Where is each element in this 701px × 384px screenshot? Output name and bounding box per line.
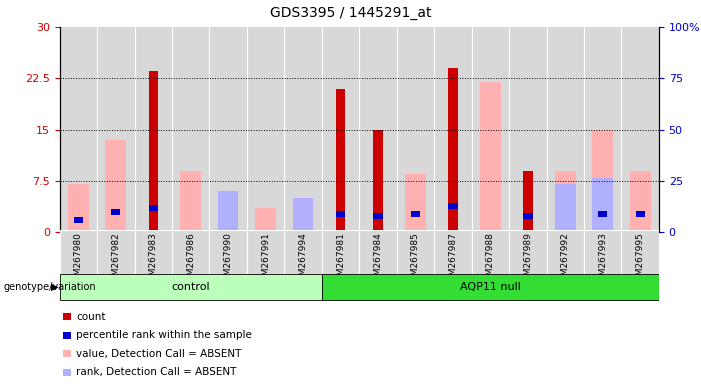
- Bar: [111, 209, 121, 215]
- Bar: [210, 230, 247, 275]
- Text: GSM267989: GSM267989: [524, 233, 532, 288]
- Text: value, Detection Call = ABSENT: value, Detection Call = ABSENT: [76, 349, 242, 359]
- Bar: [336, 211, 345, 217]
- Bar: [374, 130, 383, 232]
- Bar: [434, 27, 472, 232]
- Bar: [336, 89, 345, 232]
- Text: genotype/variation: genotype/variation: [4, 282, 96, 292]
- Text: GSM267983: GSM267983: [149, 233, 158, 288]
- Bar: [172, 27, 210, 232]
- Text: GSM267995: GSM267995: [636, 233, 645, 288]
- Bar: [509, 230, 547, 275]
- Bar: [598, 211, 608, 217]
- Bar: [97, 230, 135, 275]
- Bar: [555, 170, 576, 232]
- Bar: [247, 230, 285, 275]
- Bar: [448, 68, 458, 232]
- Text: GSM267987: GSM267987: [449, 233, 458, 288]
- Bar: [434, 230, 472, 275]
- Bar: [322, 230, 359, 275]
- Text: GSM267981: GSM267981: [336, 233, 345, 288]
- Bar: [472, 230, 509, 275]
- Bar: [60, 230, 97, 275]
- Text: GSM267980: GSM267980: [74, 233, 83, 288]
- Text: GSM267992: GSM267992: [561, 233, 570, 287]
- Bar: [547, 27, 584, 232]
- Bar: [547, 230, 584, 275]
- Bar: [472, 27, 509, 232]
- Bar: [374, 213, 383, 219]
- Text: GSM267984: GSM267984: [374, 233, 383, 287]
- Bar: [60, 27, 97, 232]
- Bar: [584, 27, 622, 232]
- Bar: [149, 205, 158, 211]
- Bar: [105, 140, 126, 232]
- Text: GSM267990: GSM267990: [224, 233, 233, 288]
- Text: GSM267994: GSM267994: [299, 233, 308, 287]
- Bar: [68, 184, 88, 232]
- Bar: [60, 274, 322, 300]
- Bar: [523, 170, 533, 232]
- Text: GSM267982: GSM267982: [111, 233, 121, 287]
- Bar: [592, 130, 613, 232]
- Text: GSM267991: GSM267991: [261, 233, 270, 288]
- Bar: [247, 27, 285, 232]
- Bar: [135, 27, 172, 232]
- Bar: [411, 211, 420, 217]
- Text: GDS3395 / 1445291_at: GDS3395 / 1445291_at: [270, 6, 431, 20]
- Bar: [630, 170, 651, 232]
- Bar: [584, 230, 622, 275]
- Bar: [285, 27, 322, 232]
- Bar: [293, 198, 313, 232]
- Bar: [448, 202, 458, 209]
- Bar: [622, 27, 659, 232]
- Text: ▶: ▶: [51, 282, 58, 292]
- Bar: [555, 184, 576, 232]
- Text: percentile rank within the sample: percentile rank within the sample: [76, 330, 252, 340]
- Bar: [359, 230, 397, 275]
- Bar: [359, 27, 397, 232]
- Bar: [592, 177, 613, 232]
- Text: rank, Detection Call = ABSENT: rank, Detection Call = ABSENT: [76, 367, 237, 377]
- Text: count: count: [76, 312, 106, 322]
- Bar: [135, 230, 172, 275]
- Bar: [293, 222, 313, 232]
- Bar: [322, 274, 659, 300]
- Bar: [397, 27, 434, 232]
- Bar: [74, 217, 83, 223]
- Text: GSM267993: GSM267993: [598, 233, 607, 288]
- Bar: [523, 213, 533, 219]
- Bar: [218, 191, 238, 232]
- Bar: [210, 27, 247, 232]
- Text: GSM267988: GSM267988: [486, 233, 495, 288]
- Bar: [172, 230, 210, 275]
- Bar: [285, 230, 322, 275]
- Text: control: control: [171, 282, 210, 292]
- Bar: [322, 27, 359, 232]
- Text: GSM267985: GSM267985: [411, 233, 420, 288]
- Bar: [622, 230, 659, 275]
- Text: GSM267986: GSM267986: [186, 233, 195, 288]
- Bar: [636, 211, 645, 217]
- Bar: [255, 209, 276, 232]
- Text: AQP11 null: AQP11 null: [460, 282, 521, 292]
- Bar: [480, 82, 501, 232]
- Bar: [405, 174, 426, 232]
- Bar: [509, 27, 547, 232]
- Bar: [97, 27, 135, 232]
- Bar: [180, 170, 201, 232]
- Bar: [397, 230, 434, 275]
- Bar: [149, 71, 158, 232]
